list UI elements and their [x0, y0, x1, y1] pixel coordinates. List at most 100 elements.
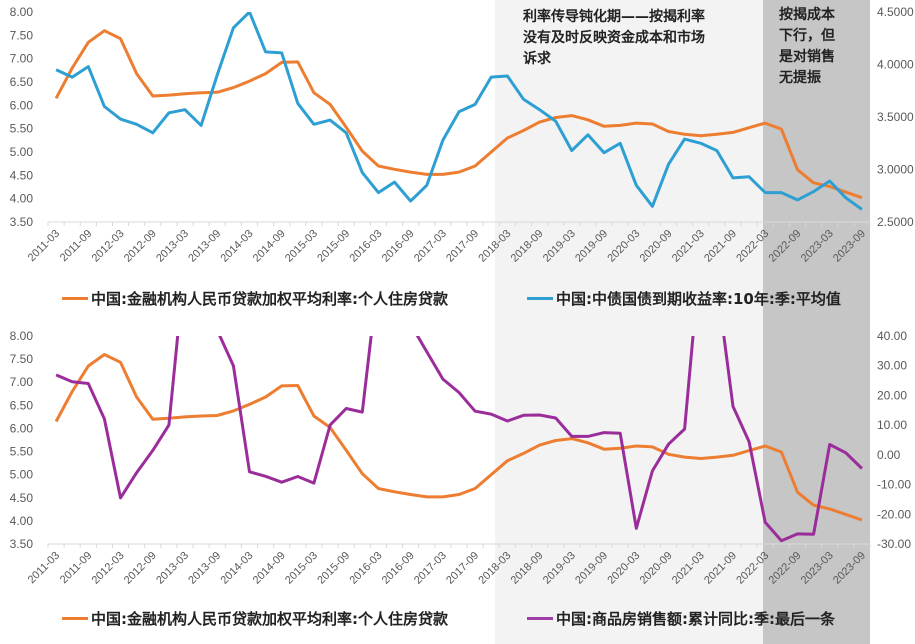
- x-axis-tick-label: 2014-09: [251, 550, 288, 587]
- legend-item-mortgage-rate: 中国:金融机构人民币贷款加权平均利率:个人住房贷款: [62, 608, 448, 629]
- left-axis-tick-label: 5.00: [10, 145, 34, 159]
- x-axis-tick-label: 2022-03: [734, 228, 771, 265]
- x-axis-tick-label: 2018-09: [509, 550, 546, 587]
- legend-item-mortgage-rate: 中国:金融机构人民币贷款加权平均利率:个人住房贷款: [62, 288, 448, 309]
- top-line-chart: 8.00 7.50 7.00 6.50 6.00 5.50 5.00 4.50 4.00 3.50…: [10, 5, 914, 265]
- left-axis-tick-label: 6.00: [10, 421, 34, 435]
- x-axis-tick-label: 2022-03: [734, 550, 771, 587]
- left-axis-tick-label: 4.00: [10, 192, 34, 206]
- legend-label: 中国:商品房销售额:累计同比:季:最后一条: [556, 609, 835, 628]
- x-axis-tick-label: 2013-09: [186, 550, 223, 587]
- right-axis-tick-label: 3.0000: [877, 163, 914, 177]
- x-axis-tick-label: 2013-09: [186, 228, 223, 265]
- right-axis-tick-label: 4.5000: [877, 5, 914, 19]
- series-line: [54, 29, 863, 200]
- bottom-line-chart: 8.00 7.50 7.00 6.50 6.00 5.50 5.00 4.50 4.00 3.50…: [10, 329, 912, 587]
- annotation-line: 是对销售: [779, 49, 835, 65]
- x-axis-tick-label: 2012-03: [90, 550, 127, 587]
- left-axis-tick-label: 3.50: [10, 537, 34, 551]
- x-axis-tick-label: 2019-09: [573, 550, 610, 587]
- legend-swatch-purple: [527, 616, 553, 620]
- legend-swatch-orange: [62, 616, 88, 620]
- left-axis-tick-label: 4.50: [10, 491, 34, 505]
- x-axis-tick-label: 2016-03: [347, 228, 384, 265]
- right-axis-tick-label: 3.5000: [877, 110, 914, 124]
- x-axis-tick-label: 2015-09: [315, 550, 352, 587]
- x-axis-tick-label: 2013-03: [154, 550, 191, 587]
- shaded-band-cost-decline-period: [763, 0, 870, 644]
- x-axis-tick-label: 2013-03: [154, 228, 191, 265]
- annotation-transmission-period: 利率传导钝化期——按揭利率 没有及时反映资金成本和市场 诉求: [523, 7, 705, 70]
- right-axis-tick-label: -20.00: [877, 507, 911, 521]
- x-axis-tick-label: 2012-09: [122, 228, 159, 265]
- left-axis-tick-label: 8.00: [10, 5, 34, 19]
- x-axis-tick-label: 2020-09: [638, 228, 675, 265]
- left-axis-tick-label: 3.50: [10, 215, 34, 229]
- x-axis-tick-label: 2017-03: [412, 228, 449, 265]
- right-axis-tick-label: -10.00: [877, 478, 911, 492]
- x-axis-tick-label: 2019-03: [541, 550, 578, 587]
- left-axis-tick-label: 4.50: [10, 168, 34, 182]
- x-axis-tick-label: 2017-09: [444, 228, 481, 265]
- x-axis-tick-label: 2023-09: [831, 228, 868, 265]
- left-axis-tick-label: 5.00: [10, 468, 34, 482]
- x-axis-tick-label: 2023-03: [799, 550, 836, 587]
- left-axis-tick-label: 5.50: [10, 122, 34, 136]
- x-axis-tick-label: 2022-09: [767, 550, 804, 587]
- right-axis-tick-label: 20.00: [877, 388, 907, 402]
- annotation-cost-decline-period: 按揭成本 下行，但 是对销售 无提振: [779, 5, 835, 89]
- x-axis-tick-label: 2012-09: [122, 550, 159, 587]
- x-axis-tick-label: 2021-03: [670, 228, 707, 265]
- left-axis-tick-label: 8.00: [10, 329, 34, 343]
- top-chart-legend: 中国:金融机构人民币贷款加权平均利率:个人住房贷款 中国:中债国债到期收益率:1…: [0, 286, 915, 310]
- x-axis-tick-label: 2023-03: [799, 228, 836, 265]
- left-axis-tick-label: 6.00: [10, 98, 34, 112]
- series-line: [54, 353, 863, 522]
- x-axis-tick-label: 2023-09: [831, 550, 868, 587]
- x-axis-tick-label: 2016-09: [380, 228, 417, 265]
- left-axis-tick-label: 7.50: [10, 28, 34, 42]
- x-axis-tick-label: 2016-09: [380, 550, 417, 587]
- left-axis-tick-label: 7.00: [10, 52, 34, 66]
- left-axis-tick-label: 6.50: [10, 398, 34, 412]
- right-axis-tick-label: 4.0000: [877, 58, 914, 72]
- left-axis-tick-label: 7.00: [10, 375, 34, 389]
- x-axis-tick-label: 2011-09: [58, 228, 94, 264]
- annotation-line: 下行，但: [779, 28, 835, 44]
- x-axis-tick-label: 2011-09: [58, 550, 94, 586]
- x-axis-tick-label: 2014-09: [251, 228, 288, 265]
- shaded-band-transmission-period: [495, 0, 763, 644]
- annotation-line: 无提振: [779, 70, 821, 86]
- annotation-line: 利率传导钝化期——按揭利率: [523, 9, 705, 25]
- x-axis-tick-label: 2016-03: [347, 550, 384, 587]
- left-axis-tick-label: 5.50: [10, 445, 34, 459]
- legend-item-bond-yield: 中国:中债国债到期收益率:10年:季:平均值: [527, 288, 841, 309]
- left-axis-tick-label: 7.50: [10, 352, 34, 366]
- series-line: [55, 12, 863, 211]
- x-axis-tick-label: 2021-09: [702, 550, 739, 587]
- x-axis-tick-label: 2022-09: [767, 228, 804, 265]
- legend-item-sales-yoy: 中国:商品房销售额:累计同比:季:最后一条: [527, 608, 835, 629]
- left-axis-tick-label: 4.00: [10, 514, 34, 528]
- legend-swatch-blue: [527, 296, 553, 300]
- x-axis-tick-label: 2018-03: [476, 228, 513, 265]
- x-axis-tick-label: 2018-09: [509, 228, 546, 265]
- x-axis-tick-label: 2011-03: [26, 228, 62, 264]
- x-axis-tick-label: 2021-09: [702, 228, 739, 265]
- annotation-line: 诉求: [523, 51, 551, 67]
- right-axis-tick-label: 2.5000: [877, 215, 914, 229]
- legend-label: 中国:中债国债到期收益率:10年:季:平均值: [556, 289, 841, 308]
- x-axis-tick-label: 2015-03: [283, 550, 320, 587]
- right-axis-tick-label: 0.00: [877, 448, 901, 462]
- x-axis-tick-label: 2020-03: [605, 550, 642, 587]
- x-axis-tick-label: 2019-03: [541, 228, 578, 265]
- series-line: [55, 336, 863, 543]
- x-axis-tick-label: 2012-03: [90, 228, 127, 265]
- x-axis-tick-label: 2019-09: [573, 228, 610, 265]
- x-axis-tick-label: 2017-09: [444, 550, 481, 587]
- x-axis-tick-label: 2015-03: [283, 228, 320, 265]
- annotation-line: 没有及时反映资金成本和市场: [523, 30, 705, 46]
- x-axis-tick-label: 2017-03: [412, 550, 449, 587]
- right-axis-tick-label: 30.00: [877, 359, 907, 373]
- x-axis-tick-label: 2020-09: [638, 550, 675, 587]
